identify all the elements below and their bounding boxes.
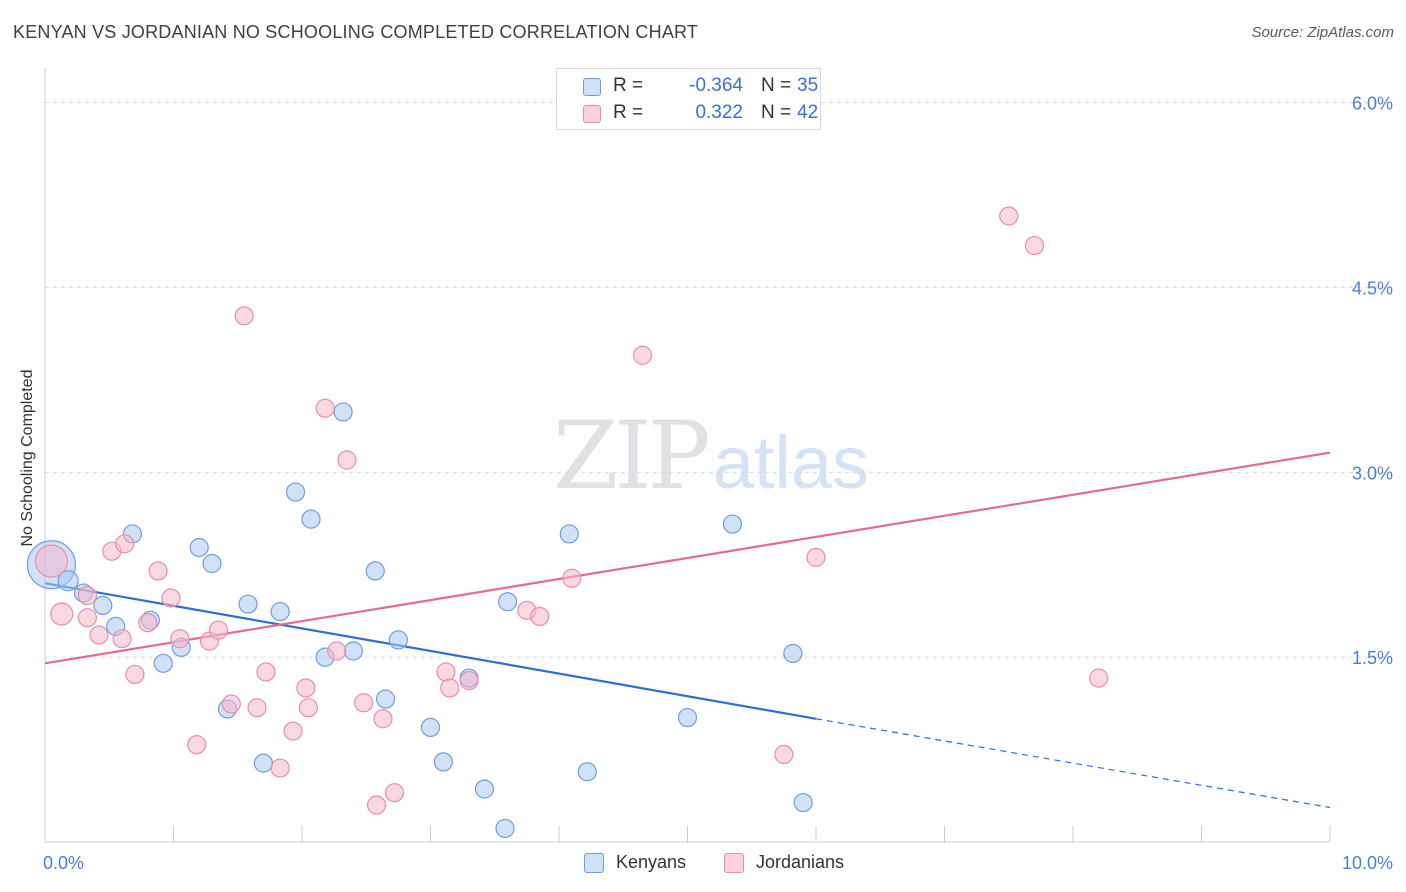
- chart-title: KENYAN VS JORDANIAN NO SCHOOLING COMPLET…: [13, 22, 699, 42]
- point-jordanians: [774, 744, 794, 765]
- point-kenyans: [93, 595, 113, 616]
- point-jordanians: [138, 613, 158, 633]
- y-tick-label: 3.0%: [1352, 463, 1393, 483]
- point-jordanians: [1089, 668, 1109, 688]
- trend-line-jordanians: [44, 451, 1331, 665]
- point-kenyans: [793, 792, 813, 813]
- point-kenyans: [375, 689, 396, 709]
- point-jordanians: [283, 721, 303, 741]
- trend-extension-kenyans: [815, 718, 1331, 809]
- point-kenyans: [270, 601, 290, 622]
- point-jordanians: [247, 698, 267, 718]
- point-kenyans: [559, 524, 579, 544]
- legend-n-label: N =: [761, 75, 792, 96]
- point-kenyans: [253, 753, 274, 773]
- point-jordanians: [327, 641, 347, 661]
- point-kenyans: [498, 592, 518, 612]
- point-jordanians: [34, 544, 69, 578]
- point-kenyans: [153, 653, 173, 673]
- point-kenyans: [57, 570, 79, 592]
- legend-r-value: 0.322: [695, 102, 743, 123]
- point-kenyans: [343, 641, 363, 661]
- point-jordanians: [256, 662, 276, 682]
- legend-swatch-kenyans: [583, 78, 601, 96]
- trend-line-kenyans: [44, 582, 817, 720]
- tick-labels: 1.5% 3.0% 4.5% 6.0% 0.0% 10.0%: [43, 94, 1393, 873]
- point-kenyans: [783, 643, 803, 664]
- point-jordanians: [354, 693, 374, 713]
- point-kenyans: [722, 514, 743, 534]
- point-jordanians: [530, 606, 550, 627]
- point-jordanians: [632, 345, 653, 365]
- point-jordanians: [208, 620, 229, 640]
- source-credit: Source: ZipAtlas.com: [1251, 24, 1394, 41]
- point-kenyans: [677, 707, 698, 728]
- point-jordanians: [115, 534, 135, 554]
- point-jordanians: [148, 561, 168, 581]
- point-jordanians: [337, 450, 357, 470]
- point-jordanians: [125, 664, 145, 685]
- point-jordanians: [806, 547, 826, 567]
- legend-r-label: R =: [613, 75, 644, 96]
- legend-label-jordanians: Jordanians: [756, 852, 845, 872]
- point-jordanians: [366, 795, 387, 815]
- point-jordanians: [270, 758, 290, 778]
- point-kenyans: [433, 752, 453, 772]
- point-jordanians: [999, 206, 1019, 226]
- axes: [44, 68, 1331, 843]
- point-jordanians: [89, 625, 109, 645]
- grid-lines: [45, 102, 1392, 658]
- point-jordanians: [436, 662, 456, 682]
- point-kenyans: [285, 482, 306, 502]
- point-kenyans: [388, 630, 408, 650]
- point-jordanians: [298, 698, 319, 718]
- point-jordanians: [50, 602, 74, 626]
- legend-r-value: -0.364: [689, 75, 743, 96]
- point-kenyans: [577, 762, 597, 782]
- point-kenyans: [202, 553, 222, 574]
- point-jordanians: [296, 678, 316, 698]
- point-jordanians: [112, 629, 132, 649]
- point-jordanians: [459, 670, 479, 691]
- legend-n-value: 35: [797, 75, 819, 96]
- point-jordanians: [440, 678, 460, 698]
- y-tick-label: 1.5%: [1352, 648, 1393, 668]
- point-jordanians: [384, 783, 405, 803]
- x-tick-label: 0.0%: [43, 853, 84, 873]
- point-jordanians: [562, 568, 582, 588]
- point-jordanians: [161, 588, 181, 608]
- point-jordanians: [77, 608, 98, 628]
- y-tick-label: 4.5%: [1352, 278, 1393, 298]
- point-kenyans: [495, 818, 515, 839]
- legend-swatch-kenyans: [584, 853, 604, 873]
- legend-swatch-jordanians: [583, 105, 601, 123]
- trend-lines: [44, 451, 1331, 809]
- point-kenyans: [301, 509, 321, 529]
- point-kenyans: [189, 537, 209, 558]
- y-tick-label: 6.0%: [1352, 94, 1393, 114]
- point-kenyans: [333, 402, 353, 422]
- point-kenyans: [420, 717, 441, 738]
- legend-n-value: 42: [797, 102, 819, 123]
- legend-swatch-jordanians: [724, 853, 744, 873]
- point-kenyans: [238, 594, 258, 614]
- point-kenyans: [365, 561, 385, 581]
- point-kenyans: [474, 779, 495, 799]
- correlation-legend: R = -0.364 N = 35 R = 0.322 N = 42: [556, 68, 821, 130]
- point-jordanians: [234, 306, 254, 326]
- legend-n-label: N =: [761, 102, 792, 123]
- point-jordanians: [373, 709, 393, 729]
- data-points: [26, 206, 1109, 839]
- point-jordanians: [170, 629, 190, 649]
- point-jordanians: [221, 694, 241, 714]
- legend-r-label: R =: [613, 102, 644, 123]
- point-jordanians: [315, 398, 335, 418]
- x-tick-label: 10.0%: [1342, 853, 1393, 873]
- point-jordanians: [187, 735, 207, 755]
- point-jordanians: [77, 585, 98, 606]
- legend-label-kenyans: Kenyans: [616, 852, 687, 872]
- point-jordanians: [1024, 235, 1045, 256]
